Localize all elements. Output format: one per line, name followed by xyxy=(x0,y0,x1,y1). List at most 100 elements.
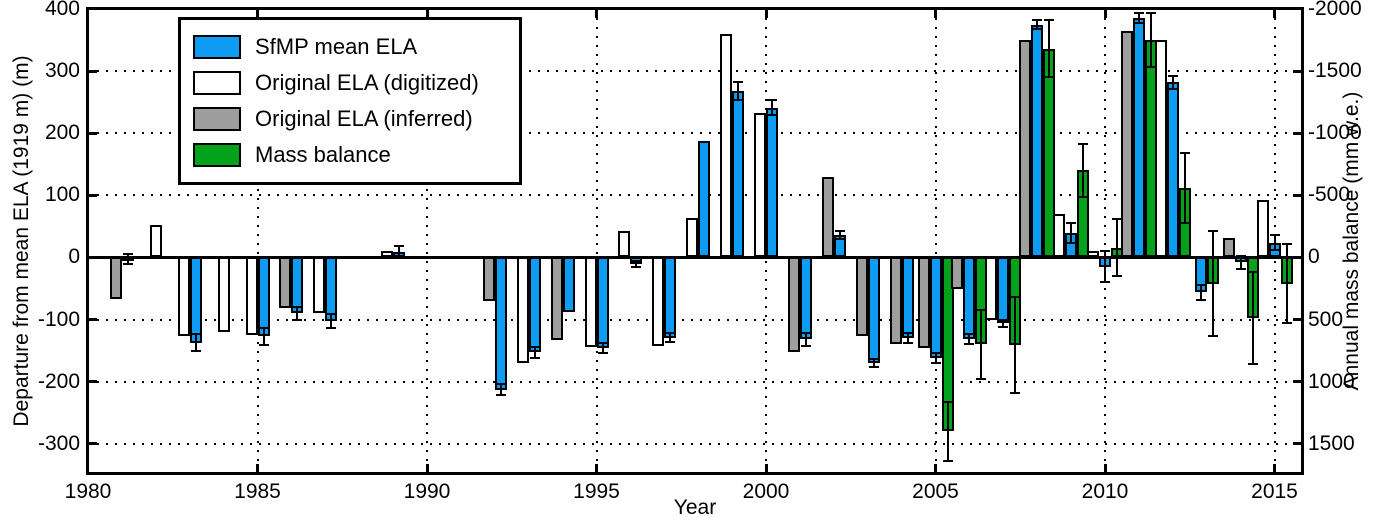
error-cap xyxy=(631,259,642,262)
v-gridline xyxy=(595,9,598,473)
error-cap xyxy=(1145,11,1156,14)
error-cap xyxy=(868,366,879,369)
error-bar-2001 xyxy=(804,333,807,346)
x-tick-top xyxy=(1273,10,1276,18)
legend-item-mass-balance: Mass balance xyxy=(193,137,507,173)
error-cap xyxy=(733,81,744,84)
legend-label: Mass balance xyxy=(255,142,391,167)
legend-label: Original ELA (digitized) xyxy=(255,70,479,95)
error-cap xyxy=(1281,322,1292,325)
error-cap xyxy=(122,263,133,266)
inferred-bar-2002 xyxy=(821,176,834,258)
error-cap xyxy=(1281,242,1292,245)
error-cap xyxy=(122,253,133,256)
error-bar-1997 xyxy=(669,333,672,342)
error-bar-1986 xyxy=(296,306,299,321)
error-bar-2008 xyxy=(1048,20,1051,78)
digitized-bar-1983 xyxy=(177,257,190,337)
error-cap xyxy=(1112,217,1122,220)
error-bar-2014 xyxy=(1251,271,1254,364)
digitized-bar-2009 xyxy=(1053,213,1066,258)
error-cap xyxy=(1044,76,1055,79)
error-cap xyxy=(258,326,269,329)
error-cap xyxy=(394,244,405,247)
error-cap xyxy=(631,265,642,268)
h-gridline xyxy=(88,70,1302,73)
legend-label: Original ELA (inferred) xyxy=(255,106,473,131)
error-bar-2008 xyxy=(1036,19,1039,30)
error-cap xyxy=(1133,22,1144,25)
digitized-bar-1987 xyxy=(313,257,326,314)
error-cap xyxy=(1247,362,1258,365)
x-tick-label: 1990 xyxy=(403,480,451,503)
y-tick-label-right: 0 xyxy=(1308,245,1320,269)
error-cap xyxy=(597,342,608,345)
error-cap xyxy=(1100,250,1110,253)
error-cap xyxy=(834,238,845,241)
error-cap xyxy=(1195,298,1206,301)
error-cap xyxy=(190,350,201,353)
error-cap xyxy=(834,229,845,232)
y-tick-label-left: 400 xyxy=(44,0,80,20)
x-tick-label: 1985 xyxy=(234,480,281,503)
error-bar-2013 xyxy=(1211,231,1214,336)
error-bar-2009 xyxy=(1070,223,1073,244)
inferred-bar-2005 xyxy=(917,257,930,349)
error-cap xyxy=(292,319,303,322)
digitized-bar-1993 xyxy=(516,257,529,364)
error-bar-2014 xyxy=(1239,256,1242,269)
error-bar-2005 xyxy=(934,353,937,364)
sfmp-bar-2012 xyxy=(1166,82,1179,258)
error-cap xyxy=(597,352,608,355)
error-cap xyxy=(258,344,269,347)
inferred-bar-2001 xyxy=(787,257,800,353)
error-cap xyxy=(1044,19,1055,22)
error-cap xyxy=(1269,249,1280,251)
error-cap xyxy=(964,333,975,336)
error-cap xyxy=(800,332,811,335)
error-cap xyxy=(942,460,953,463)
inferred-bar-2014 xyxy=(1222,238,1235,258)
digitized-bar-1995 xyxy=(584,257,597,347)
error-bar-2011 xyxy=(1149,12,1152,68)
v-gridline xyxy=(426,9,428,473)
sfmp-bar-1994 xyxy=(562,257,575,313)
x-tick-top xyxy=(764,10,768,18)
error-cap xyxy=(1010,392,1021,395)
y-axis-title-right: Annual mass balance (mm w.e.) xyxy=(1340,91,1363,391)
error-cap xyxy=(1195,283,1206,286)
error-cap xyxy=(1179,221,1190,224)
digitized-bar-2015 xyxy=(1256,200,1269,258)
y-tick-left xyxy=(89,442,97,446)
x-tick-bottom xyxy=(934,464,937,472)
x-tick-bottom xyxy=(595,464,598,472)
error-cap xyxy=(868,357,879,360)
error-cap xyxy=(733,98,744,101)
error-bar-1999 xyxy=(737,82,740,100)
error-bar-2005 xyxy=(946,401,949,462)
sfmp-bar-1992 xyxy=(494,257,507,390)
error-bar-2000 xyxy=(771,100,773,116)
digitized-bar-1997 xyxy=(652,257,665,346)
error-bar-1985 xyxy=(262,327,265,346)
error-cap xyxy=(1100,281,1110,284)
error-bar-1989 xyxy=(398,245,401,259)
error-cap xyxy=(1032,28,1043,31)
error-cap xyxy=(665,332,676,335)
sfmp-bar-1998 xyxy=(698,140,711,258)
error-cap xyxy=(529,357,540,360)
v-gridline xyxy=(1104,9,1106,473)
v-gridline xyxy=(256,9,259,473)
error-bar-1987 xyxy=(330,313,333,328)
y-tick-label-left: -200 xyxy=(37,369,80,393)
error-cap xyxy=(1145,66,1156,69)
error-bar-2010 xyxy=(1104,251,1106,283)
y-tick-label-left: -100 xyxy=(37,307,80,331)
error-cap xyxy=(665,340,676,343)
error-cap xyxy=(998,326,1009,329)
error-cap xyxy=(1269,234,1280,237)
legend-item-sfmp: SfMP mean ELA xyxy=(193,29,507,65)
y-tick-right xyxy=(1293,131,1301,135)
error-bar-1995 xyxy=(601,343,604,354)
